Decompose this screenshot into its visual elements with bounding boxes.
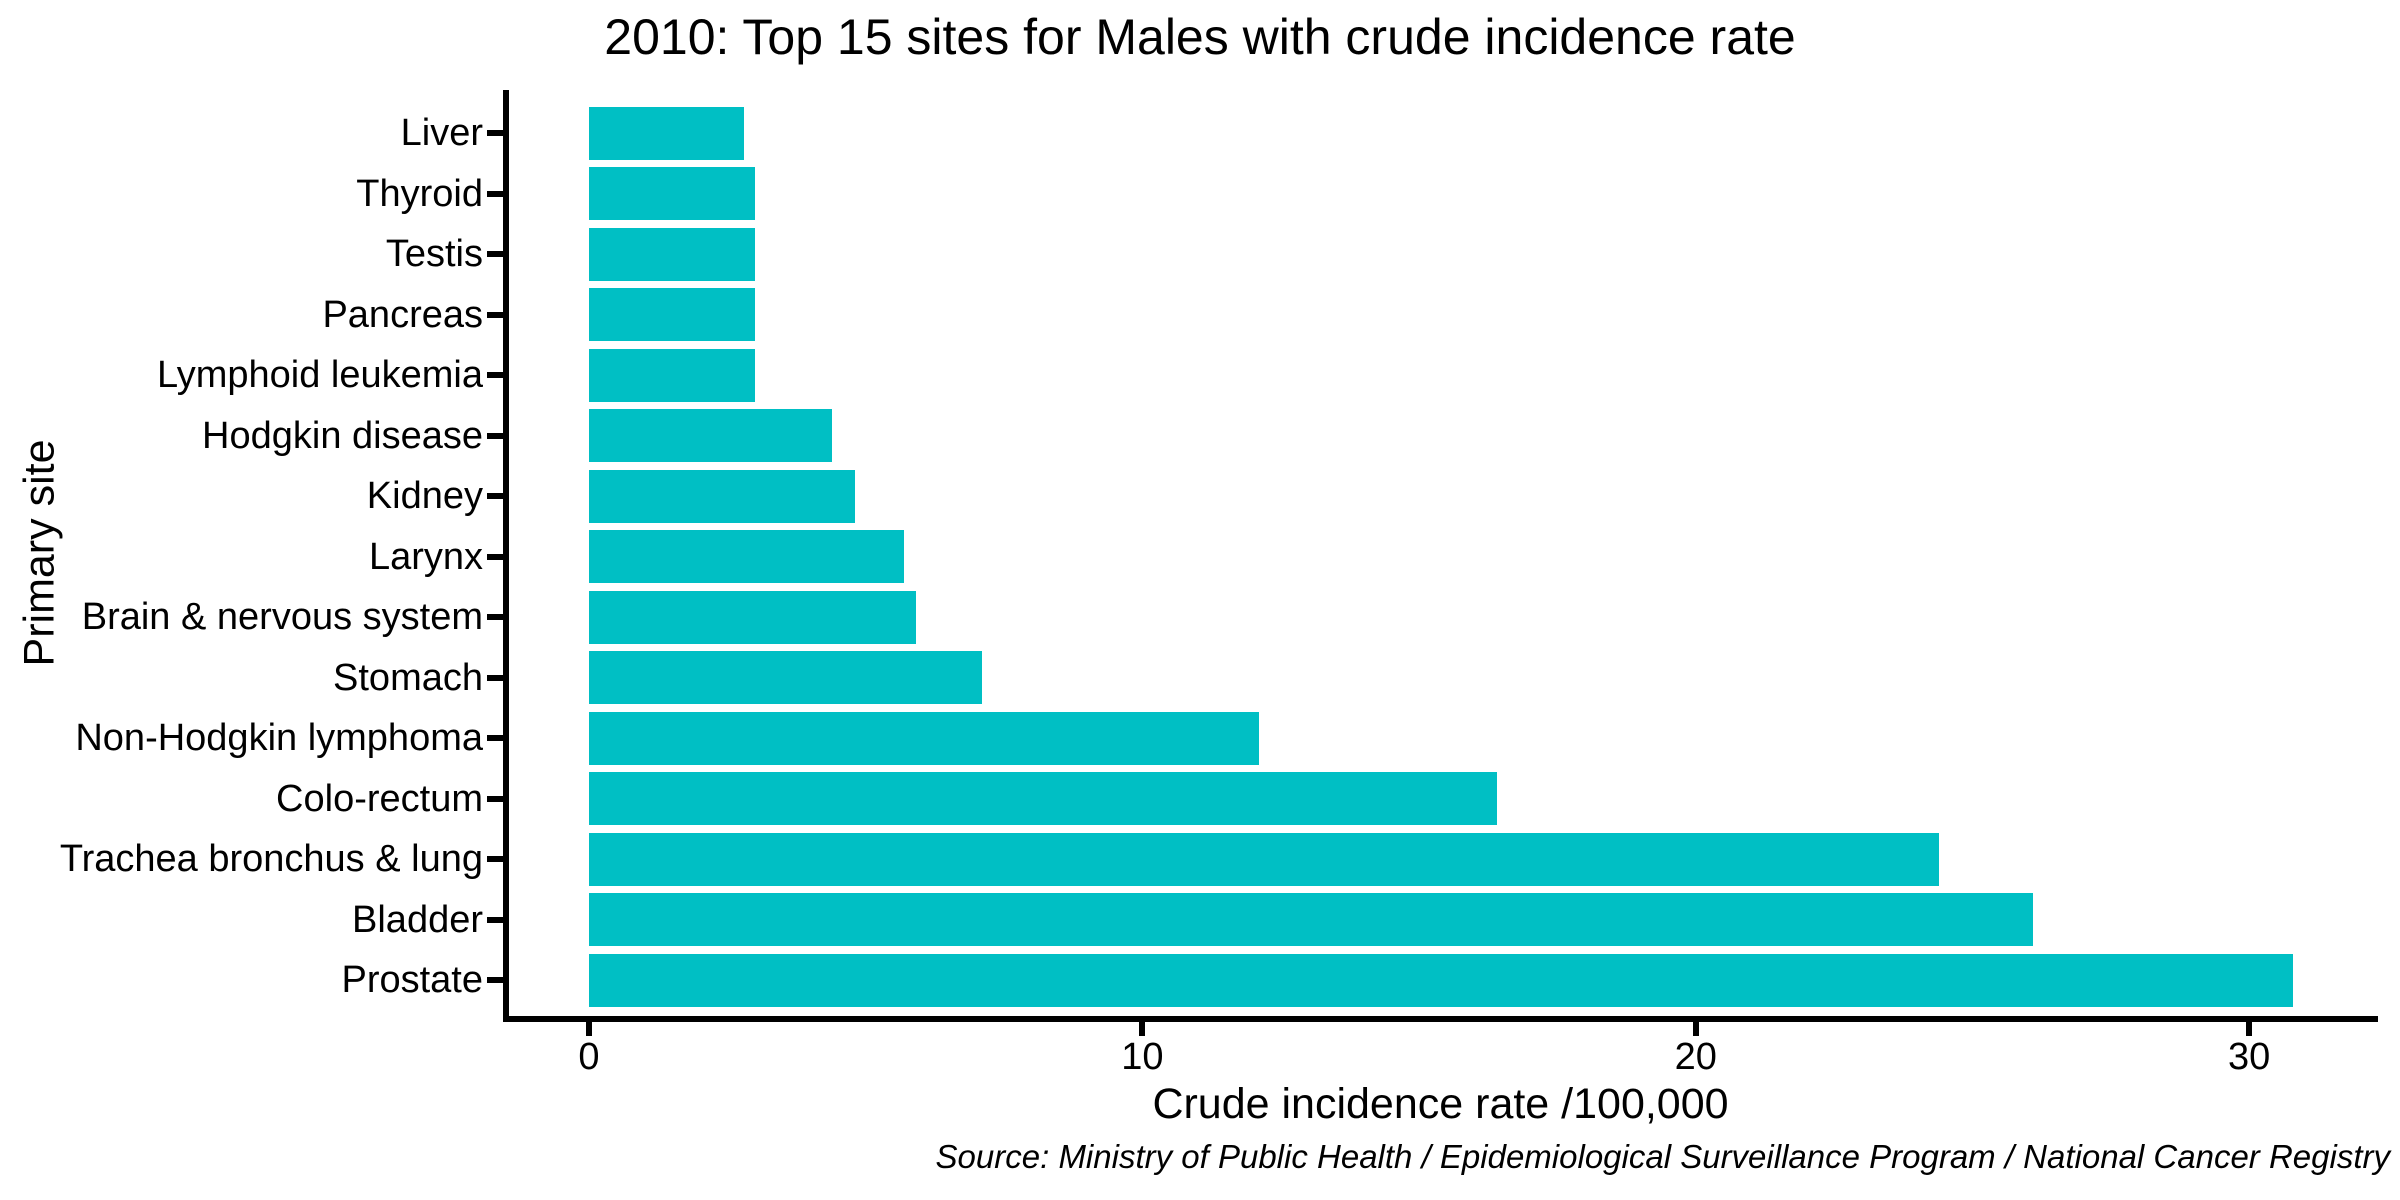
- y-axis-tick: [487, 795, 503, 802]
- bar-bladder: [589, 893, 2034, 947]
- bar-lymphoid-leukemia: [589, 348, 756, 402]
- y-axis-tick: [487, 553, 503, 560]
- bar-hodgkin-disease: [589, 409, 833, 463]
- y-axis-tick: [487, 735, 503, 742]
- x-axis-tick: [586, 1022, 592, 1036]
- bar-colo-rectum: [589, 772, 1497, 826]
- plot-panel: Liver Thyroid Testis Pancreas Lymphoid leuke…: [60, 90, 2378, 1078]
- bar-thyroid: [589, 167, 756, 221]
- x-axis-tick: [2246, 1022, 2253, 1036]
- y-tick-label-thyroid: Thyroid: [356, 172, 483, 215]
- bar-pancreas: [589, 288, 756, 342]
- y-tick-label-trachea-bronchus-lung: Trachea bronchus & lung: [59, 838, 483, 881]
- y-tick-label-larynx: Larynx: [368, 535, 483, 578]
- y-axis-tick: [487, 251, 503, 258]
- bar-stomach: [589, 651, 982, 705]
- bar-prostate: [589, 953, 2294, 1007]
- y-axis-tick: [487, 311, 503, 318]
- y-axis-tick: [487, 614, 503, 621]
- y-tick-label-prostate: Prostate: [341, 959, 483, 1002]
- source-caption: Source: Ministry of Public Health / Epid…: [935, 1138, 2390, 1175]
- x-axis-tick: [1692, 1022, 1699, 1036]
- bar-non-hodgkin-lymphoma: [589, 711, 1259, 765]
- y-tick-label-liver: Liver: [400, 112, 483, 155]
- y-tick-label-kidney: Kidney: [366, 475, 483, 518]
- y-axis-tick: [487, 432, 503, 439]
- y-axis-tick: [487, 493, 503, 500]
- x-axis-tick: [1139, 1022, 1146, 1036]
- y-axis-tick: [487, 372, 503, 379]
- bar-liver: [589, 106, 744, 160]
- y-tick-label-non-hodgkin-lymphoma: Non-Hodgkin lymphoma: [75, 717, 483, 760]
- y-axis-tick: [487, 916, 503, 923]
- bar-kidney: [589, 469, 855, 523]
- bar-trachea-bronchus-lung: [589, 832, 1940, 886]
- chart-title: 2010: Top 15 sites for Males with crude …: [604, 9, 1796, 65]
- y-tick-label-bladder: Bladder: [352, 898, 483, 941]
- x-tick-label-20: 20: [1674, 1036, 1717, 1078]
- y-tick-label-brain-nervous-system: Brain & nervous system: [81, 596, 483, 639]
- y-axis-tick: [487, 977, 503, 984]
- y-tick-label-colo-rectum: Colo-rectum: [276, 777, 483, 820]
- x-tick-label-0: 0: [578, 1036, 600, 1078]
- y-tick-label-testis: Testis: [385, 233, 483, 276]
- y-axis-tick: [487, 130, 503, 137]
- bar-larynx: [589, 530, 905, 584]
- y-axis-tick: [487, 856, 503, 863]
- bar-testis: [589, 227, 756, 281]
- x-tick-label-30: 30: [2228, 1036, 2271, 1078]
- y-tick-label-pancreas: Pancreas: [322, 293, 483, 336]
- y-axis-tick: [487, 190, 503, 197]
- y-tick-label-stomach: Stomach: [333, 656, 483, 699]
- y-tick-label-lymphoid-leukemia: Lymphoid leukemia: [157, 354, 483, 397]
- y-tick-label-hodgkin-disease: Hodgkin disease: [202, 414, 483, 457]
- x-tick-label-10: 10: [1121, 1036, 1164, 1078]
- x-axis-title: Crude incidence rate /100,000: [1152, 1080, 1729, 1128]
- y-axis-tick: [487, 674, 503, 681]
- bar-brain-nervous-system: [589, 590, 916, 644]
